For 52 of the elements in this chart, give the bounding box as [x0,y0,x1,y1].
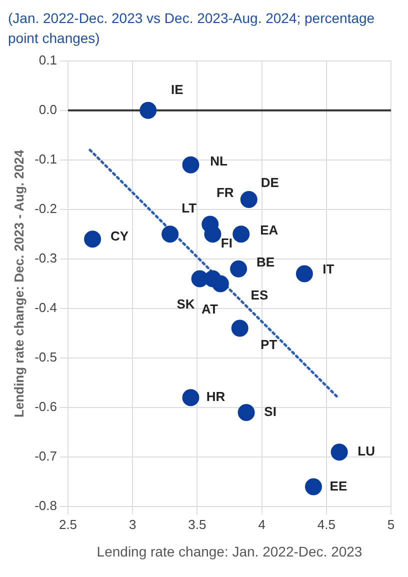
point [162,226,179,243]
annotation: DE [260,175,280,190]
y-tick-label: -0.6 [34,399,57,414]
annotation: PT [260,336,278,352]
annotation: LU [358,444,375,459]
point [232,226,250,243]
chart-title: (Jan. 2022-Dec. 2023 vs Dec. 2023-Aug. 2024; percentage point changes) [8,9,376,48]
annotation: NL [210,153,228,168]
point [238,404,255,421]
point [230,260,248,278]
point [182,156,200,174]
y-tick-label: -0.5 [34,350,57,365]
x-tick-label: 4 [258,516,266,532]
y-tick-label: -0.7 [34,448,57,464]
annotation: SI [264,404,276,420]
point [240,190,258,208]
annotation: CY [110,228,129,244]
y-tick-label: -0.2 [34,200,57,216]
y-axis-title: Lending rate change: Dec. 2023 - Aug. 2024 [11,149,26,418]
point [182,389,200,406]
annotation: IT [322,261,334,276]
x-tick-label: 4.5 [317,516,336,532]
annotation: HR [206,389,226,404]
annotation: AT [202,301,218,316]
annotation: BE [256,254,275,270]
annotation: LT [182,200,197,216]
x-axis-title: Lending rate change: Jan. 2022-Dec. 2023 [96,543,362,560]
annotation: ES [250,287,268,302]
point [304,478,322,496]
y-tick-label: -0.3 [34,250,57,266]
y-tick-label: -0.1 [34,151,57,166]
point [204,226,222,243]
point [296,265,313,282]
y-tick-label: 0.1 [38,52,57,68]
point [84,230,102,248]
point [231,320,248,337]
annotation: SK [176,296,196,312]
annotation: FI [220,236,232,251]
x-tick-label: 2.5 [58,516,78,532]
annotation: EA [260,222,279,238]
annotation: FR [216,184,234,200]
y-tick-label: -0.8 [34,498,57,514]
point [330,444,348,461]
point [212,275,229,292]
x-tick-label: 5 [387,516,395,532]
y-tick-label: 0.0 [38,102,57,117]
annotation: IE [170,82,184,97]
annotation: EE [330,478,348,494]
point [140,102,157,119]
y-tick-label: -0.4 [34,300,57,316]
x-tick-label: 3.5 [188,516,206,532]
x-tick-label: 3 [128,516,136,532]
